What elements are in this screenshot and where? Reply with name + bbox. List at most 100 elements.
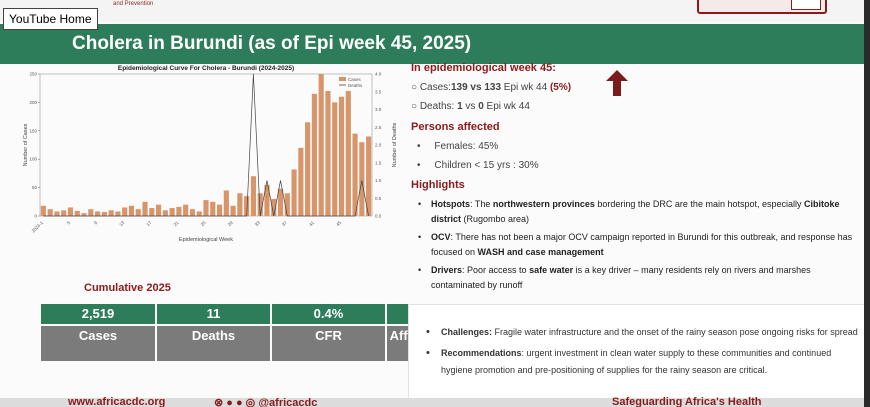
x-tick-label: 33 <box>254 220 261 227</box>
case-bar <box>81 213 87 216</box>
drivers-text-1: : Poor access to <box>462 265 530 275</box>
cases-line: ○ Cases:139 vs 133 Epi wk 44 (5%) <box>411 82 572 93</box>
cases-value: 139 <box>450 82 468 93</box>
case-bar <box>176 206 182 216</box>
footer-tagline: Safeguarding Africa's Health <box>612 396 762 407</box>
stat-deaths-label: Deaths <box>157 326 270 361</box>
drivers-label: Drivers <box>431 265 463 275</box>
org-name-fragment: and Prevention <box>113 1 154 7</box>
window-edge <box>864 0 870 407</box>
slide-header: and Prevention <box>0 0 864 22</box>
epi-curve-svg: Epidemiological Curve For Cholera - Buru… <box>23 65 398 243</box>
stat-cfr: 0.4% CFR <box>272 304 385 361</box>
hotspots-text-3: (Rugombo area) <box>461 214 530 224</box>
drivers-text-2: is a key driver – many residents rely on… <box>431 265 811 290</box>
cases-vs: vs 133 <box>470 82 502 93</box>
case-bar <box>169 208 175 216</box>
x-tick-label: 45 <box>335 220 342 227</box>
x-tick-label: 21 <box>173 220 180 227</box>
case-bar <box>338 96 345 216</box>
case-bar <box>311 93 317 216</box>
highlights-list: • Hotspots: The northwestern provinces b… <box>411 197 861 293</box>
hotspots-label: Hotspots <box>431 199 470 209</box>
case-bar <box>345 91 351 216</box>
case-bar <box>135 209 141 216</box>
recommendations-text: : urgent investment in clean water suppl… <box>441 348 832 375</box>
case-bar <box>332 102 338 216</box>
deaths-line <box>43 73 369 217</box>
footer-social-handle: @africacdc <box>258 397 318 407</box>
hotspots-text-2: bordering the DRC are the main hotspot, … <box>594 199 804 209</box>
legend-cases-label: Cases <box>348 77 362 82</box>
deaths-line: ○ Deaths: 1 vs 0 Epi wk 44 <box>411 101 530 112</box>
case-bar <box>264 184 270 216</box>
x-tick-label: 25 <box>200 220 207 227</box>
stat-cases: 2,519 Cases <box>41 304 155 361</box>
y2-tick-label: 2.0 <box>375 143 382 148</box>
case-bar <box>115 211 121 216</box>
y2-tick-label: 1.0 <box>375 178 382 183</box>
y2-tick-label: 0.0 <box>375 214 382 219</box>
children-text: Children < 15 yrs : 30% <box>434 160 539 171</box>
case-bar <box>298 147 304 216</box>
case-bar <box>162 210 168 216</box>
females-text: Females: 45% <box>434 141 499 152</box>
y-tick-label: 250 <box>29 72 37 77</box>
case-bar <box>210 201 216 216</box>
case-bar <box>155 204 162 216</box>
y2-tick-label: 3.0 <box>375 107 382 112</box>
footer-website: www.africacdc.org <box>68 396 166 407</box>
recommendations-label: Recommendations <box>441 348 522 358</box>
stat-cfr-label: CFR <box>272 326 385 361</box>
top-right-logo-banner <box>697 0 827 14</box>
case-bar <box>128 205 135 216</box>
case-bar <box>284 193 290 216</box>
y2-tick-label: 0.5 <box>375 196 382 201</box>
challenges-label: Challenges: <box>441 327 493 337</box>
y-axis-label: Number of Cases <box>23 123 29 166</box>
case-bar <box>40 205 46 216</box>
persons-title: Persons affected <box>411 121 500 133</box>
x-tick-label: 5 <box>66 220 72 226</box>
case-bar <box>277 188 284 216</box>
cumulative-title: Cumulative 2025 <box>84 282 171 294</box>
stat-deaths: 11 Deaths <box>157 304 270 361</box>
highlights-title: Highlights <box>411 179 465 191</box>
x-tick-label: 2024-1 <box>31 220 45 234</box>
case-bar <box>149 208 155 216</box>
case-bar <box>196 211 202 216</box>
case-bar <box>95 211 101 216</box>
case-bar <box>318 74 324 216</box>
legend-cases-swatch <box>339 77 346 81</box>
case-bar <box>366 136 372 216</box>
challenges-list: • Challenges: Fragile water infrastructu… <box>423 324 859 379</box>
case-bar <box>108 210 114 216</box>
case-bar <box>244 196 250 216</box>
y-tick-label: 150 <box>29 128 37 133</box>
challenges-text: Fragile water infrastructure and the ons… <box>492 327 858 337</box>
x-tick-label: 41 <box>308 220 315 227</box>
y2-tick-label: 3.5 <box>375 89 382 94</box>
recommendations-item: • Recommendations: urgent investment in … <box>426 347 832 375</box>
case-bar <box>325 91 331 216</box>
challenges-box: • Challenges: Fragile water infrastructu… <box>408 304 864 402</box>
case-bar <box>352 133 358 216</box>
drivers-bold: safe water <box>529 265 574 275</box>
x-tick-label: 17 <box>145 220 152 227</box>
case-bar <box>216 204 223 216</box>
case-bar <box>183 204 189 216</box>
y-tick-label: 200 <box>29 100 37 105</box>
case-bar <box>291 169 297 216</box>
stat-deaths-value: 11 <box>157 304 270 324</box>
case-bar <box>189 209 196 216</box>
legend-deaths-label: Deaths <box>348 83 363 88</box>
hotspots-item: • Hotspots: The northwestern provinces b… <box>418 199 840 224</box>
week-title: In epidemiological week 45: <box>411 62 556 74</box>
ocv-item: • OCV: There has not been a major OCV ca… <box>418 232 853 257</box>
case-bar <box>142 201 148 216</box>
y2-tick-label: 1.5 <box>375 160 382 165</box>
y-tick-label: 50 <box>32 185 38 190</box>
x-axis-label: Epidemiological Week <box>179 237 233 242</box>
case-bar <box>74 210 80 216</box>
case-bar <box>61 210 67 216</box>
